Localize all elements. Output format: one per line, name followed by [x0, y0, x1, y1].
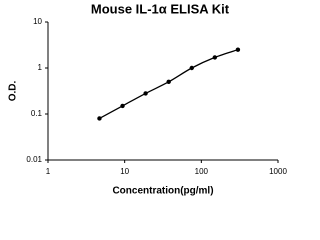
data-point [235, 47, 241, 52]
data-point [189, 65, 194, 71]
data-point [143, 91, 148, 96]
data-point [166, 79, 171, 85]
fit-line [99, 49, 239, 120]
chart: Mouse IL-1α ELISA Kit Concentration(pg/m… [8, 1, 288, 197]
y-tick-label: 0.1 [31, 109, 43, 118]
x-axis-title: Concentration(pg/ml) [112, 186, 213, 197]
y-axis-title: O.D. [8, 81, 19, 102]
x-tick-label: 100 [195, 167, 209, 176]
data-point [97, 116, 102, 121]
x-tick-label: 1 [46, 167, 51, 176]
data-point [212, 55, 218, 60]
y-tick-label: 1 [38, 63, 43, 72]
y-tick-label: 10 [33, 17, 42, 26]
data-point [120, 103, 125, 109]
y-tick-label: 0.01 [26, 155, 42, 164]
x-tick-label: 10 [120, 167, 129, 176]
chart-title: Mouse IL-1α ELISA Kit [91, 1, 230, 16]
x-tick-label: 1000 [269, 167, 287, 176]
